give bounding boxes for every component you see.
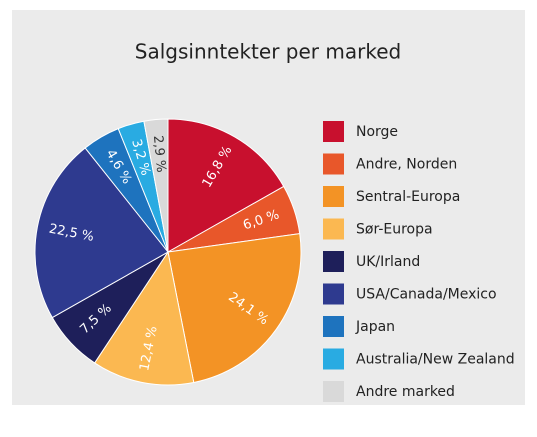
legend-swatch xyxy=(323,153,344,175)
legend-label: UK/Irland xyxy=(356,254,420,270)
chart-title: Salgsinntekter per marked xyxy=(135,40,401,64)
legend-swatch xyxy=(323,348,344,370)
legend-label: Japan xyxy=(355,319,395,335)
pie-slice xyxy=(143,118,169,253)
legend-label: Australia/New Zealand xyxy=(356,352,515,368)
pie-slice xyxy=(93,250,195,386)
slice-label: 2,9 % xyxy=(150,135,168,173)
legend-label: Sør-Europa xyxy=(356,222,433,238)
legend-swatch xyxy=(323,316,344,337)
legend-label: Norge xyxy=(356,124,398,140)
legend-label: Andre, Norden xyxy=(356,157,457,173)
pie-slice xyxy=(167,233,302,384)
legend-swatch xyxy=(323,218,344,240)
legend-swatch xyxy=(323,186,344,207)
legend-swatch xyxy=(323,251,344,272)
legend-swatch xyxy=(323,381,344,402)
legend-label: USA/Canada/Mexico xyxy=(356,287,497,303)
pie-slice xyxy=(167,118,285,253)
legend-swatch xyxy=(323,121,344,142)
legend-label: Sentral-Europa xyxy=(356,189,460,205)
pie-slice xyxy=(34,147,169,319)
legend-label: Andre marked xyxy=(356,384,455,400)
legend-swatch xyxy=(323,283,344,305)
